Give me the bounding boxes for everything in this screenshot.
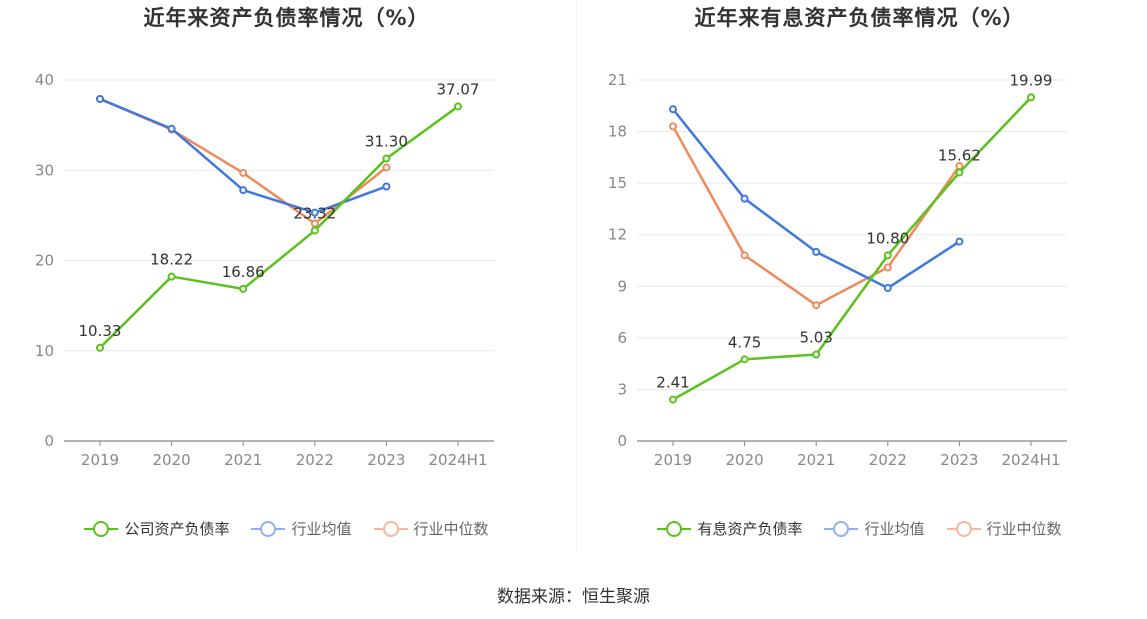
legend-line-icon <box>946 520 981 537</box>
data-point-company[interactable] <box>669 395 677 404</box>
legend-label: 行业中位数 <box>986 520 1062 538</box>
legend-item-avg[interactable]: 行业均值 <box>824 518 925 539</box>
debt-ratio-chart-panel: 近年来资产负债率情况（%） 0 10 20 30 40 2019 2020 2021 2022 2… <box>0 0 573 560</box>
data-label: 10.80 <box>866 229 909 247</box>
legend-label: 行业均值 <box>864 520 925 538</box>
y-tick-label: 15 <box>608 174 627 192</box>
data-point-median[interactable] <box>883 263 892 272</box>
data-point-avg[interactable] <box>167 124 176 133</box>
data-label: 37.07 <box>437 80 480 98</box>
data-point-median[interactable] <box>812 301 821 310</box>
data-point-median[interactable] <box>382 163 391 172</box>
y-tick-label: 30 <box>35 161 54 179</box>
legend-line-icon <box>657 520 692 537</box>
x-tick-label: 2023 <box>940 451 978 469</box>
data-point-company[interactable] <box>812 350 821 359</box>
data-point-company[interactable] <box>454 102 462 111</box>
y-tick-label: 3 <box>617 380 627 398</box>
y-tick-label: 12 <box>608 226 627 244</box>
chart-legend: 公司资产负债率 行业均值 行业中位数 <box>0 518 573 539</box>
legend-line-icon <box>251 520 286 537</box>
data-point-avg[interactable] <box>669 105 677 114</box>
data-point-avg[interactable] <box>740 194 749 203</box>
data-point-company[interactable] <box>167 272 176 281</box>
y-tick-label: 0 <box>44 432 54 450</box>
series-line-median <box>671 125 961 307</box>
y-tick-label: 6 <box>617 329 627 347</box>
x-tick-label: 2022 <box>296 451 334 469</box>
x-tick-label: 2021 <box>797 451 835 469</box>
x-tick-label: 2023 <box>367 451 405 469</box>
data-source: 数据来源：恒生聚源 <box>497 587 650 607</box>
data-point-avg[interactable] <box>239 186 248 195</box>
data-point-company[interactable] <box>883 251 892 260</box>
data-label: 18.22 <box>150 251 193 269</box>
legend-item-median[interactable]: 行业中位数 <box>373 518 489 539</box>
y-tick-label: 10 <box>35 342 54 360</box>
x-tick-label: 2020 <box>153 451 191 469</box>
chart-title: 近年来资产负债率情况（%） <box>143 6 430 30</box>
legend-item-median[interactable]: 行业中位数 <box>946 518 1062 539</box>
y-tick-label: 20 <box>35 252 54 270</box>
data-point-avg[interactable] <box>310 208 319 217</box>
x-tick-label: 2024H1 <box>1002 451 1061 469</box>
data-label: 31.30 <box>365 133 408 151</box>
x-tick-label: 2021 <box>224 451 262 469</box>
y-tick-label: 0 <box>617 432 627 450</box>
legend-label: 公司资产负债率 <box>124 520 230 538</box>
legend-item-avg[interactable]: 行业均值 <box>251 518 352 539</box>
series-line-avg <box>672 108 961 290</box>
x-tick-label: 2024H1 <box>429 451 488 469</box>
x-tick-label: 2020 <box>726 451 764 469</box>
data-label: 15.62 <box>938 146 981 164</box>
x-tick-label: 2019 <box>654 451 692 469</box>
legend-label: 有息资产负债率 <box>697 520 803 538</box>
data-label: 5.03 <box>799 329 832 347</box>
data-point-avg[interactable] <box>883 284 892 293</box>
panel-divider <box>576 0 577 550</box>
legend-item-company[interactable]: 公司资产负债率 <box>84 518 229 539</box>
x-tick-label: 2022 <box>869 451 907 469</box>
y-tick-label: 9 <box>617 277 627 295</box>
data-point-median[interactable] <box>239 168 248 177</box>
data-label: 16.86 <box>222 263 265 281</box>
legend-label: 行业中位数 <box>413 520 489 538</box>
interest-debt-ratio-chart: 0 3 6 9 12 15 18 21 2019 2020 2021 2022 2023 2024H1 2.… <box>608 71 1067 469</box>
legend-label: 行业均值 <box>291 520 352 538</box>
data-point-avg[interactable] <box>955 237 964 246</box>
data-point-company[interactable] <box>96 343 104 352</box>
debt-ratio-chart: 0 10 20 30 40 2019 2020 2021 2022 2023 2024H1 10.33… <box>35 71 494 469</box>
data-point-median[interactable] <box>669 122 677 131</box>
data-point-company[interactable] <box>1027 93 1035 102</box>
legend-line-icon <box>373 520 408 537</box>
data-label: 4.75 <box>728 333 761 351</box>
legend-item-company[interactable]: 有息资产负债率 <box>657 518 802 539</box>
legend-line-icon <box>84 520 119 537</box>
interest-debt-ratio-chart-panel: 近年来有息资产负债率情况（%） 0 3 6 9 12 15 18 21 2019 2020 2021… <box>573 0 1146 560</box>
y-tick-label: 40 <box>35 71 54 89</box>
series-line-avg <box>99 97 387 214</box>
data-label: 19.99 <box>1010 71 1053 89</box>
data-label: 10.33 <box>79 322 122 340</box>
data-point-median[interactable] <box>310 219 319 228</box>
data-point-avg[interactable] <box>96 94 104 103</box>
x-tick-label: 2019 <box>81 451 119 469</box>
data-point-company[interactable] <box>382 154 391 163</box>
data-point-company[interactable] <box>239 284 248 293</box>
data-label: 23.32 <box>293 205 336 223</box>
legend-line-icon <box>824 520 859 537</box>
data-point-median[interactable] <box>740 251 749 260</box>
data-point-company[interactable] <box>955 168 964 177</box>
data-point-avg[interactable] <box>382 182 391 191</box>
data-label: 2.41 <box>656 374 689 392</box>
data-point-avg[interactable] <box>812 247 821 256</box>
y-tick-label: 21 <box>608 71 627 89</box>
chart-legend: 有息资产负债率 行业均值 行业中位数 <box>573 518 1146 539</box>
chart-title: 近年来有息资产负债率情况（%） <box>694 6 1025 30</box>
series-line-company <box>672 96 1032 401</box>
data-point-company[interactable] <box>740 355 749 364</box>
data-point-company[interactable] <box>310 226 319 235</box>
y-tick-label: 18 <box>608 123 627 141</box>
series-line-company <box>99 105 459 349</box>
